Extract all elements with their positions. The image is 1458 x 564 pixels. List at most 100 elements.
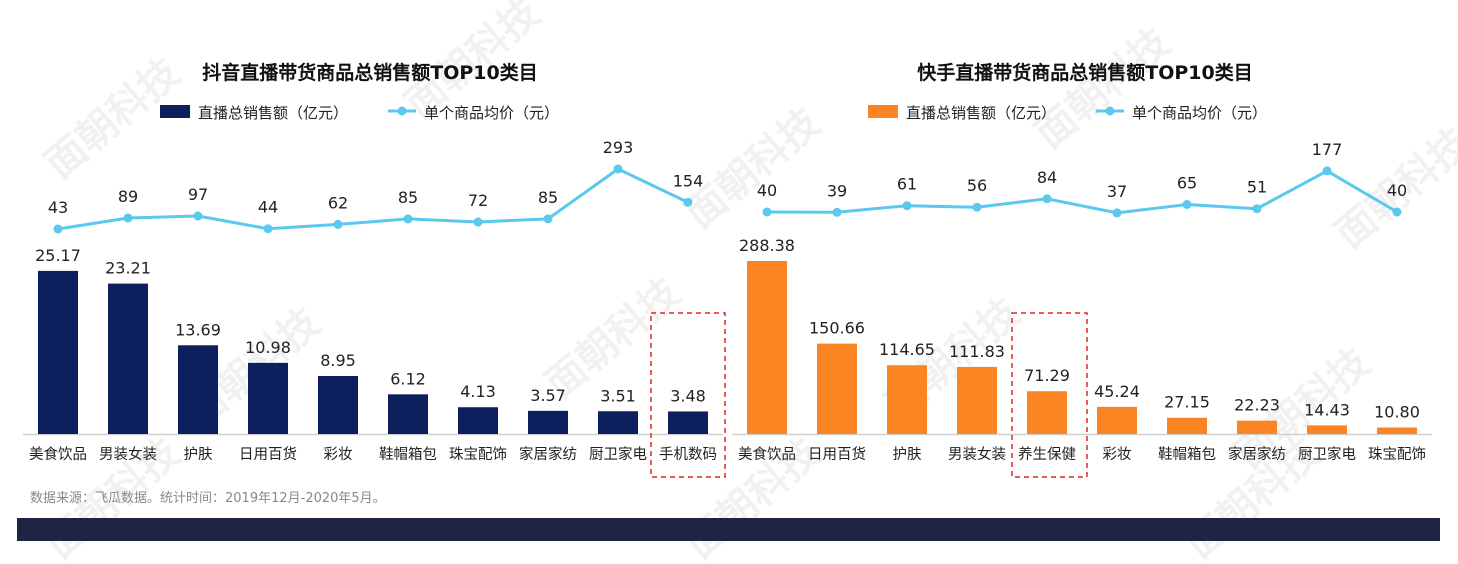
legend-line-marker [397,106,407,116]
bar-value-label: 114.65 [879,340,935,359]
line-value-label: 65 [1177,174,1197,193]
line-point [473,217,483,227]
legend-bar-label: 直播总销售额（亿元） [906,104,1056,122]
chart-title: 快手直播带货商品总销售额TOP10类目 [917,61,1252,84]
category-label: 厨卫家电 [1298,446,1356,463]
line-value-label: 177 [1312,140,1343,159]
line-point [193,211,203,221]
bar-value-label: 4.13 [460,382,496,401]
line-value-label: 62 [328,193,348,212]
line-point [1182,200,1192,209]
bar-value-label: 10.80 [1374,403,1420,422]
bar [38,270,78,434]
category-label: 护肤 [893,446,922,463]
bar [458,407,498,434]
line-point [1252,204,1262,214]
line-point [762,207,772,217]
category-label: 养生保健 [1018,446,1076,463]
bar-value-label: 3.48 [670,386,706,405]
bar [747,260,787,434]
bar [248,362,288,434]
bar [528,410,568,434]
category-label: 男装女装 [948,445,1006,463]
line-value-label: 72 [468,191,488,210]
highlight-box [1011,312,1088,478]
line-value-label: 97 [188,185,208,204]
watermark-text: 面朝科技 [677,100,829,238]
price-line [57,167,689,231]
category-label: 日用百货 [808,446,866,463]
bar [108,283,148,434]
category-label: 男装女装 [99,445,157,463]
category-label: 彩妆 [324,446,353,463]
bar [598,411,638,434]
category-label: 珠宝配饰 [1368,446,1426,463]
category-label: 家居家纺 [1228,446,1286,463]
line-point [1042,194,1052,204]
line-point [543,214,553,224]
line-point [333,219,343,229]
price-line [766,169,1398,215]
highlight-box [650,312,726,478]
bar [318,376,358,434]
line-point [53,224,63,234]
watermark-text: 面朝科技 [37,50,189,188]
legend-line-label: 单个商品均价（元） [1132,104,1267,122]
bar-value-label: 23.21 [105,259,151,278]
douyin-chart: 抖音直播带货商品总销售额TOP10类目 直播总销售额（亿元） 单个商品均价（元） 2… [23,61,726,478]
bar [1237,420,1277,434]
category-label: 护肤 [184,446,213,463]
line-point [972,202,982,212]
source-note: 数据来源：飞瓜数据。统计时间：2019年12月-2020年5月。 [30,491,386,506]
category-label: 日用百货 [239,446,297,463]
line-point [263,224,273,234]
bar-value-label: 45.24 [1094,382,1140,401]
bar-value-label: 8.95 [320,351,356,370]
line-value-label: 40 [1387,181,1407,200]
line-value-label: 85 [538,188,558,207]
bar-value-label: 3.57 [530,386,566,405]
line-value-label: 61 [897,175,917,194]
bar [388,394,428,434]
footer-band [17,518,1440,541]
line-value-label: 89 [118,187,138,206]
line-point [902,201,912,211]
legend-line-label: 单个商品均价（元） [424,104,559,122]
kuaishou-chart: 快手直播带货商品总销售额TOP10类目 直播总销售额（亿元） 单个商品均价（元） 2… [732,61,1432,478]
category-label: 厨卫家电 [589,446,647,463]
line-value-label: 37 [1107,182,1127,201]
legend-line-marker [1105,106,1115,116]
bar-value-label: 10.98 [245,338,291,357]
category-label: 手机数码 [659,446,717,463]
category-label: 鞋帽箱包 [379,446,437,463]
bar-value-label: 22.23 [1234,396,1280,415]
line-value-label: 43 [48,198,68,217]
line-value-label: 56 [967,176,987,195]
line-value-label: 44 [258,198,278,217]
line-value-label: 293 [603,138,634,157]
bar [1097,406,1137,434]
line-value-label: 154 [673,171,704,190]
bar-value-label: 13.69 [175,320,221,339]
line-point [403,214,413,224]
line-point [123,213,133,223]
line-point [613,164,623,174]
category-label: 美食饮品 [738,446,796,463]
line-value-label: 39 [827,181,847,200]
line-point [1392,207,1402,217]
legend-bar-label: 直播总销售额（亿元） [198,104,348,122]
bar-value-label: 6.12 [390,369,426,388]
bar [1307,425,1347,434]
line-value-label: 51 [1247,178,1267,197]
line-point [683,197,693,207]
line-point [1322,166,1332,176]
bar [1167,417,1207,434]
category-label: 珠宝配饰 [449,446,507,463]
bar [1377,427,1417,434]
line-point [1112,208,1122,218]
line-value-label: 85 [398,188,418,207]
bar [668,411,708,434]
bar [817,343,857,434]
category-label: 美食饮品 [29,446,87,463]
